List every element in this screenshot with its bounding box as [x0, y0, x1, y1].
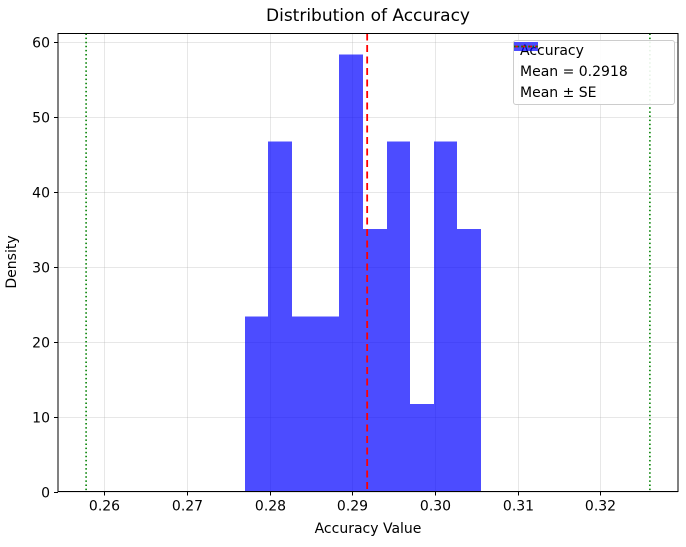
y-tick-label: 20 [32, 336, 50, 352]
legend-item-se: Mean ± SE [514, 45, 668, 104]
histogram-bar [457, 229, 481, 492]
y-axis-label: Density [4, 235, 20, 288]
x-tick-label: 0.30 [420, 499, 451, 515]
histogram-bar [292, 316, 316, 492]
legend-label-se: Mean ± SE [520, 85, 597, 101]
y-tick-label: 0 [41, 486, 50, 502]
histogram-bar [387, 141, 410, 492]
y-tick-label: 10 [32, 411, 50, 427]
y-tick-label: 50 [32, 111, 50, 127]
x-axis-label: Accuracy Value [315, 521, 422, 537]
legend-label-mean: Mean = 0.2918 [520, 64, 628, 80]
legend: Accuracy Mean = 0.2918 Mean ± SE [513, 40, 675, 105]
histogram-bar [410, 404, 434, 492]
x-tick-labels: 0.26 0.27 0.28 0.29 0.30 0.31 0.32 [89, 499, 616, 515]
y-tick-label: 30 [32, 261, 50, 277]
histogram-bar [316, 316, 339, 492]
legend-item-accuracy: Accuracy [514, 41, 668, 62]
reference-lines [85, 33, 651, 492]
y-tick-label: 40 [32, 186, 50, 202]
se-dotted-line-swatch [514, 45, 538, 48]
histogram-bar [268, 141, 292, 492]
x-tick-label: 0.26 [89, 499, 120, 515]
legend-item-mean: Mean = 0.2918 [514, 45, 668, 83]
x-tick-label: 0.28 [255, 499, 286, 515]
histogram-bar [339, 54, 363, 492]
x-tick-label: 0.27 [172, 499, 203, 515]
plot-border [57, 33, 679, 492]
x-tick-label: 0.31 [503, 499, 534, 515]
x-tick-label: 0.29 [337, 499, 368, 515]
histogram-bar [434, 141, 457, 492]
histogram-bar [245, 316, 268, 492]
axis-ticks [54, 42, 601, 496]
x-tick-label: 0.32 [585, 499, 616, 515]
y-tick-labels: 0 10 20 30 40 50 60 [32, 36, 50, 502]
y-tick-label: 60 [32, 36, 50, 52]
histogram-bars [245, 54, 481, 492]
chart-title: Distribution of Accuracy [266, 6, 470, 26]
